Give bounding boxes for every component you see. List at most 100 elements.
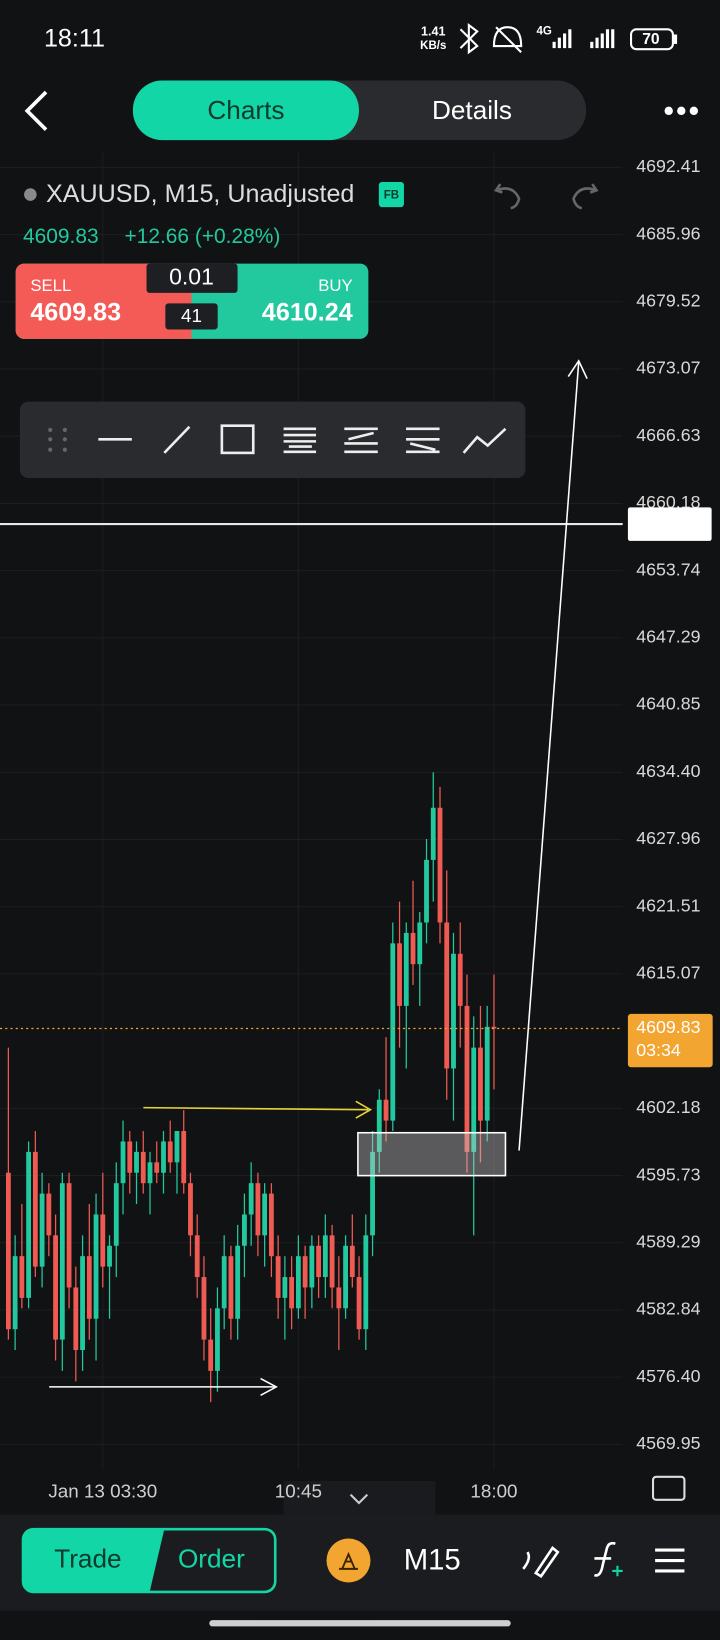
candle-body [39, 1193, 45, 1267]
candle-body [262, 1193, 268, 1236]
candle-body [93, 1214, 99, 1319]
y-tick-label: 4653.74 [636, 559, 700, 579]
status-network: 4G [537, 25, 552, 37]
candle-body [107, 1245, 112, 1267]
scroll-chevron[interactable] [349, 1493, 369, 1505]
y-tick-label: 4660.18 [636, 492, 700, 512]
trade-active[interactable] [23, 1529, 165, 1592]
scroll-handle[interactable] [283, 1481, 436, 1515]
candle-body [59, 1183, 65, 1340]
candle-body [174, 1131, 180, 1163]
candle-body [336, 1287, 342, 1309]
candle-body [316, 1245, 322, 1278]
spread-box [165, 303, 218, 330]
candle-body [181, 1131, 187, 1184]
candle-body [444, 922, 450, 1069]
gold-icon[interactable] [326, 1538, 371, 1583]
order-button[interactable]: Order [178, 1543, 245, 1573]
draw-button[interactable] [522, 1546, 560, 1578]
drawn-arrow-head [355, 1100, 373, 1119]
candle-body [26, 1151, 32, 1298]
candle-body [66, 1183, 72, 1288]
tab-active[interactable] [132, 80, 359, 141]
indicator-button[interactable] [594, 1541, 616, 1577]
badge-text: FB [384, 190, 399, 202]
y-tick-label: 4621.51 [636, 895, 700, 915]
candle-body [19, 1256, 25, 1298]
candle-body [221, 1256, 227, 1309]
candle-body [370, 1151, 375, 1236]
candle-body [275, 1256, 281, 1298]
candle-body [80, 1256, 85, 1351]
candle-body [464, 1005, 470, 1152]
tab-charts[interactable]: Charts [207, 95, 284, 125]
grid [0, 151, 623, 1470]
candle-body [430, 807, 436, 860]
candle-body [161, 1141, 166, 1173]
y-tick-label: 4666.63 [636, 425, 700, 445]
candle-body [215, 1308, 220, 1371]
y-tick-label: 4673.07 [636, 358, 700, 378]
trade-button[interactable]: Trade [54, 1543, 121, 1573]
drawn-arrow [518, 361, 580, 1151]
drawing-tools[interactable] [98, 424, 507, 455]
candle-body [491, 1026, 497, 1029]
bluetooth-icon [459, 23, 479, 55]
candle-body [417, 922, 423, 965]
sell-price: 4609.83 [30, 298, 121, 326]
redo-button[interactable] [572, 183, 599, 210]
candle-body [322, 1235, 328, 1278]
y-tick-label: 4685.96 [636, 223, 700, 243]
symbol[interactable]: XAUUSD, M15, Unadjusted [46, 180, 354, 208]
candle-body [471, 1047, 477, 1152]
y-tick-label: 4627.96 [636, 828, 700, 848]
candle-body [5, 1172, 11, 1330]
candle-body [295, 1256, 301, 1309]
candle-body [113, 1183, 119, 1246]
undo-button[interactable] [494, 183, 521, 210]
reset-view-button[interactable] [651, 1475, 686, 1501]
candle-body [424, 859, 429, 923]
lot-size[interactable]: 0.01 [169, 263, 214, 289]
candle-body [32, 1151, 38, 1267]
candle-body [289, 1277, 295, 1309]
tab-details[interactable]: Details [432, 95, 512, 125]
badge [378, 181, 404, 208]
battery-level: 70 [642, 31, 660, 48]
price-change: +12.66 (+0.28%) [125, 225, 281, 248]
timeframe-button[interactable]: M15 [404, 1543, 461, 1576]
candle-body [127, 1141, 133, 1173]
candle-body [147, 1162, 153, 1184]
candle-body [329, 1235, 335, 1288]
lot-box[interactable] [146, 263, 238, 293]
candle-body [188, 1183, 193, 1236]
candle-body [140, 1151, 146, 1184]
last-price: 4609.83 [23, 225, 99, 248]
countdown-label: 03:34 [636, 1040, 681, 1060]
drawn-arrow [143, 1106, 369, 1111]
candle-body [383, 1099, 389, 1121]
menu-button[interactable] [655, 1548, 685, 1573]
candle-body [309, 1245, 315, 1288]
candle-body [134, 1151, 139, 1173]
y-tick-label: 4569.95 [636, 1433, 700, 1453]
back-button[interactable] [24, 90, 48, 131]
current-price-label: 4609.83 [636, 1017, 700, 1037]
candle-body [343, 1245, 348, 1309]
battery-icon [630, 28, 674, 51]
candle-body [100, 1214, 106, 1267]
battery-tip [673, 34, 678, 44]
indicator-plus [612, 1565, 623, 1577]
drawn-arrow-head [567, 359, 588, 379]
signal-icon [552, 29, 615, 49]
candle-body [248, 1183, 254, 1215]
status-dot [24, 188, 37, 201]
candle-body [457, 953, 463, 1006]
status-time: 18:11 [44, 24, 105, 52]
x-tick-label: 18:00 [470, 1480, 517, 1501]
candle-body [12, 1256, 18, 1330]
home-indicator [209, 1620, 511, 1627]
more-button[interactable] [664, 106, 699, 116]
y-tick-label: 4589.29 [636, 1231, 700, 1251]
